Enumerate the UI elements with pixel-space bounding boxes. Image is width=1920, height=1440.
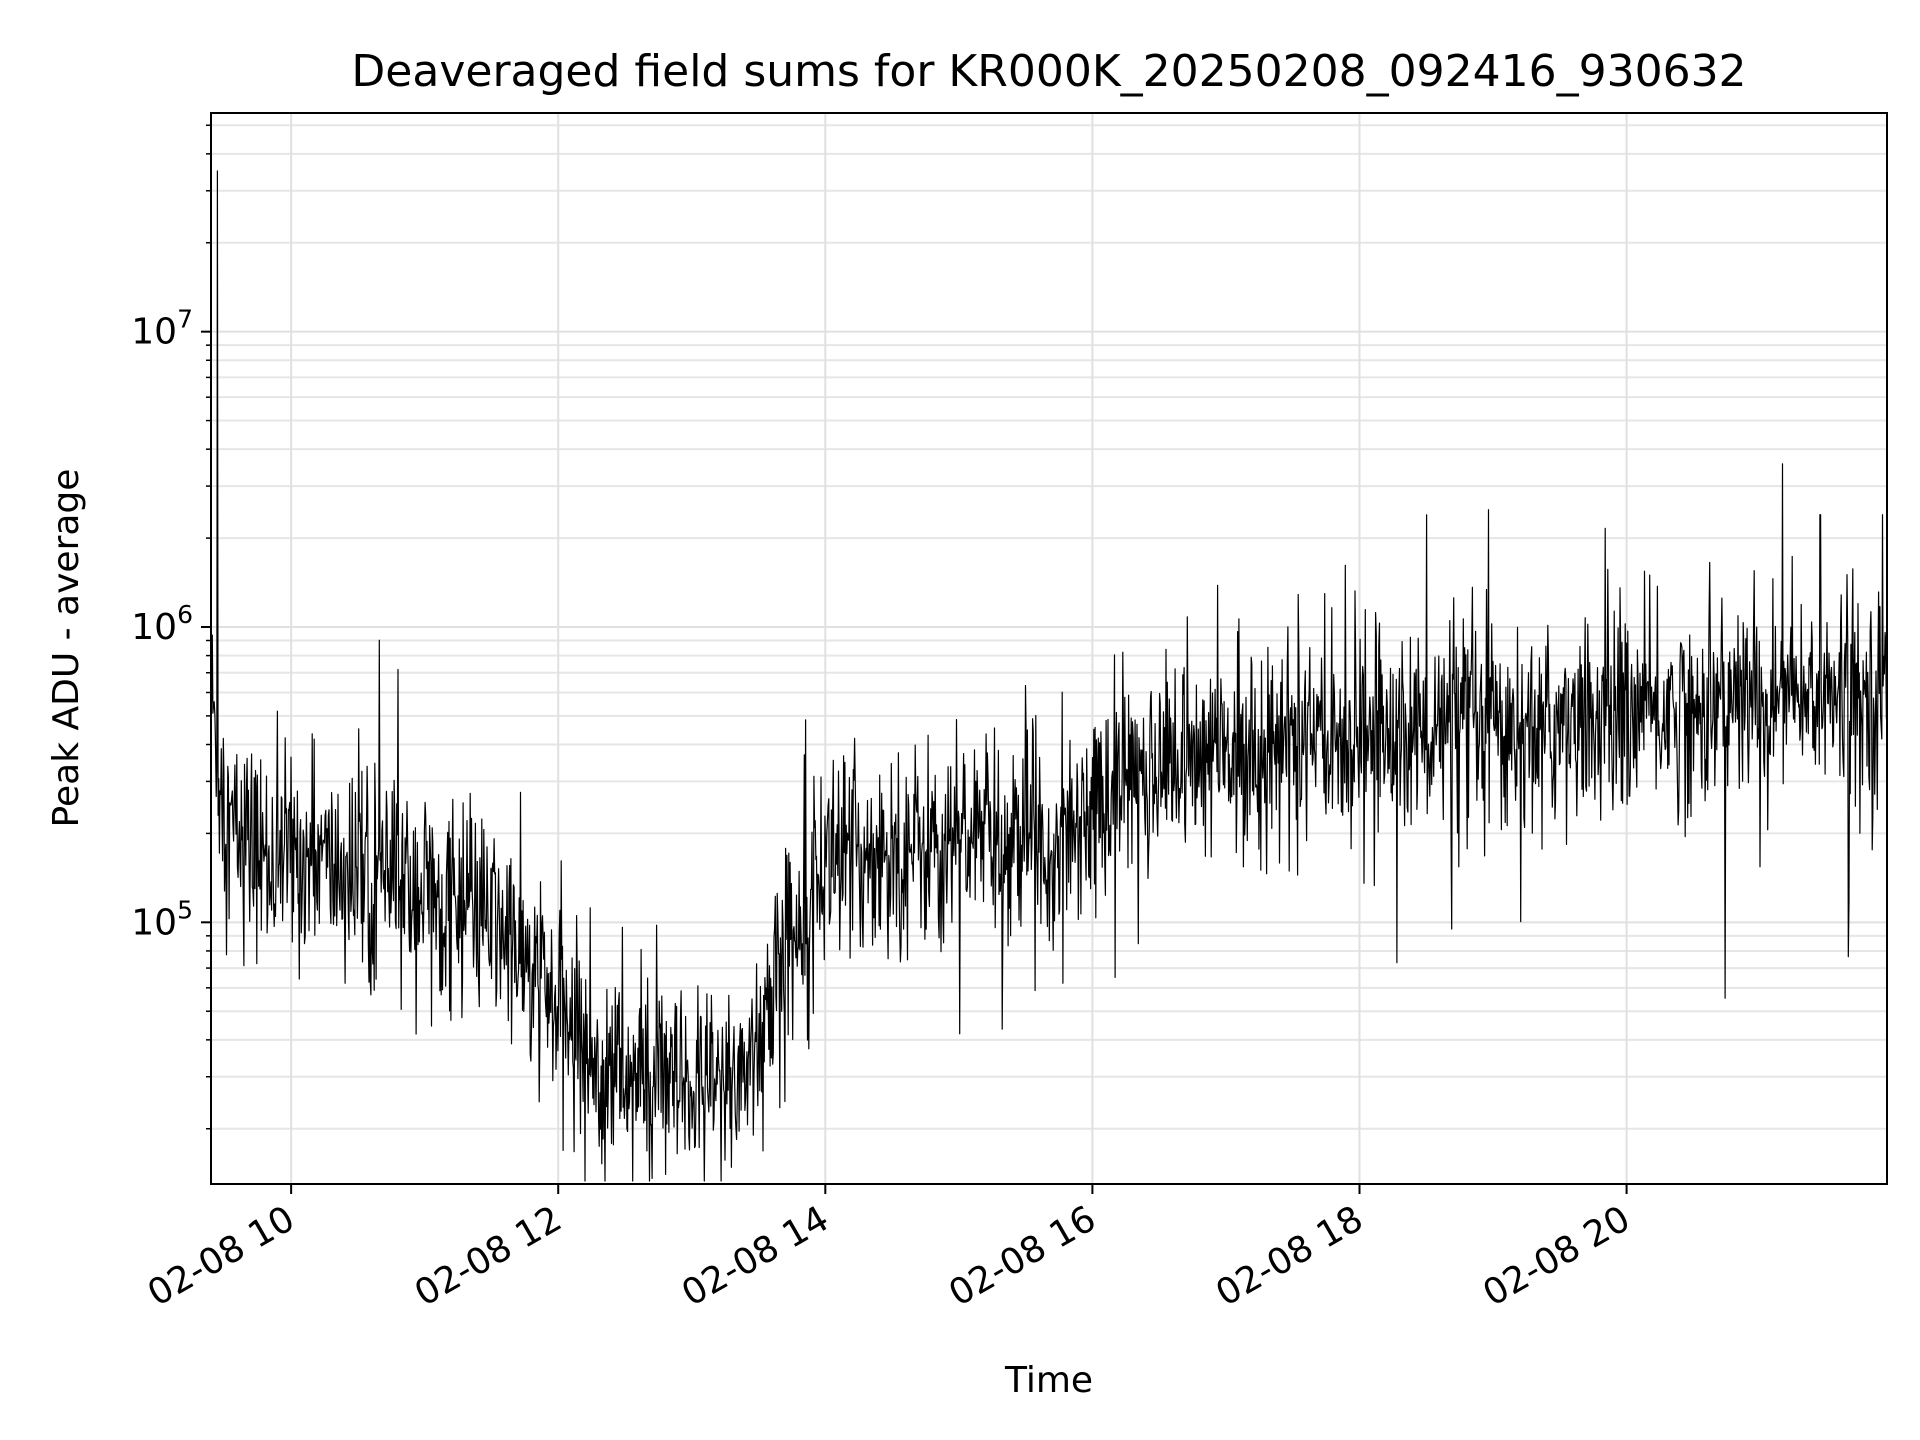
y-tick-label: 107 — [131, 305, 193, 353]
series-layer — [210, 170, 1888, 1182]
x-axis-label: Time — [1004, 1360, 1093, 1401]
chart-title: Deaveraged field sums for KR000K_2025020… — [351, 46, 1746, 97]
plot-frame — [210, 112, 1888, 1185]
series-line — [210, 170, 1888, 1182]
y-tick-layer: 105 106 107 — [131, 124, 211, 1130]
grid-layer — [211, 113, 1887, 1184]
y-tick-label: 106 — [131, 600, 193, 648]
y-axis-label: Peak ADU - average — [46, 469, 87, 828]
y-tick-label: 105 — [131, 895, 193, 943]
